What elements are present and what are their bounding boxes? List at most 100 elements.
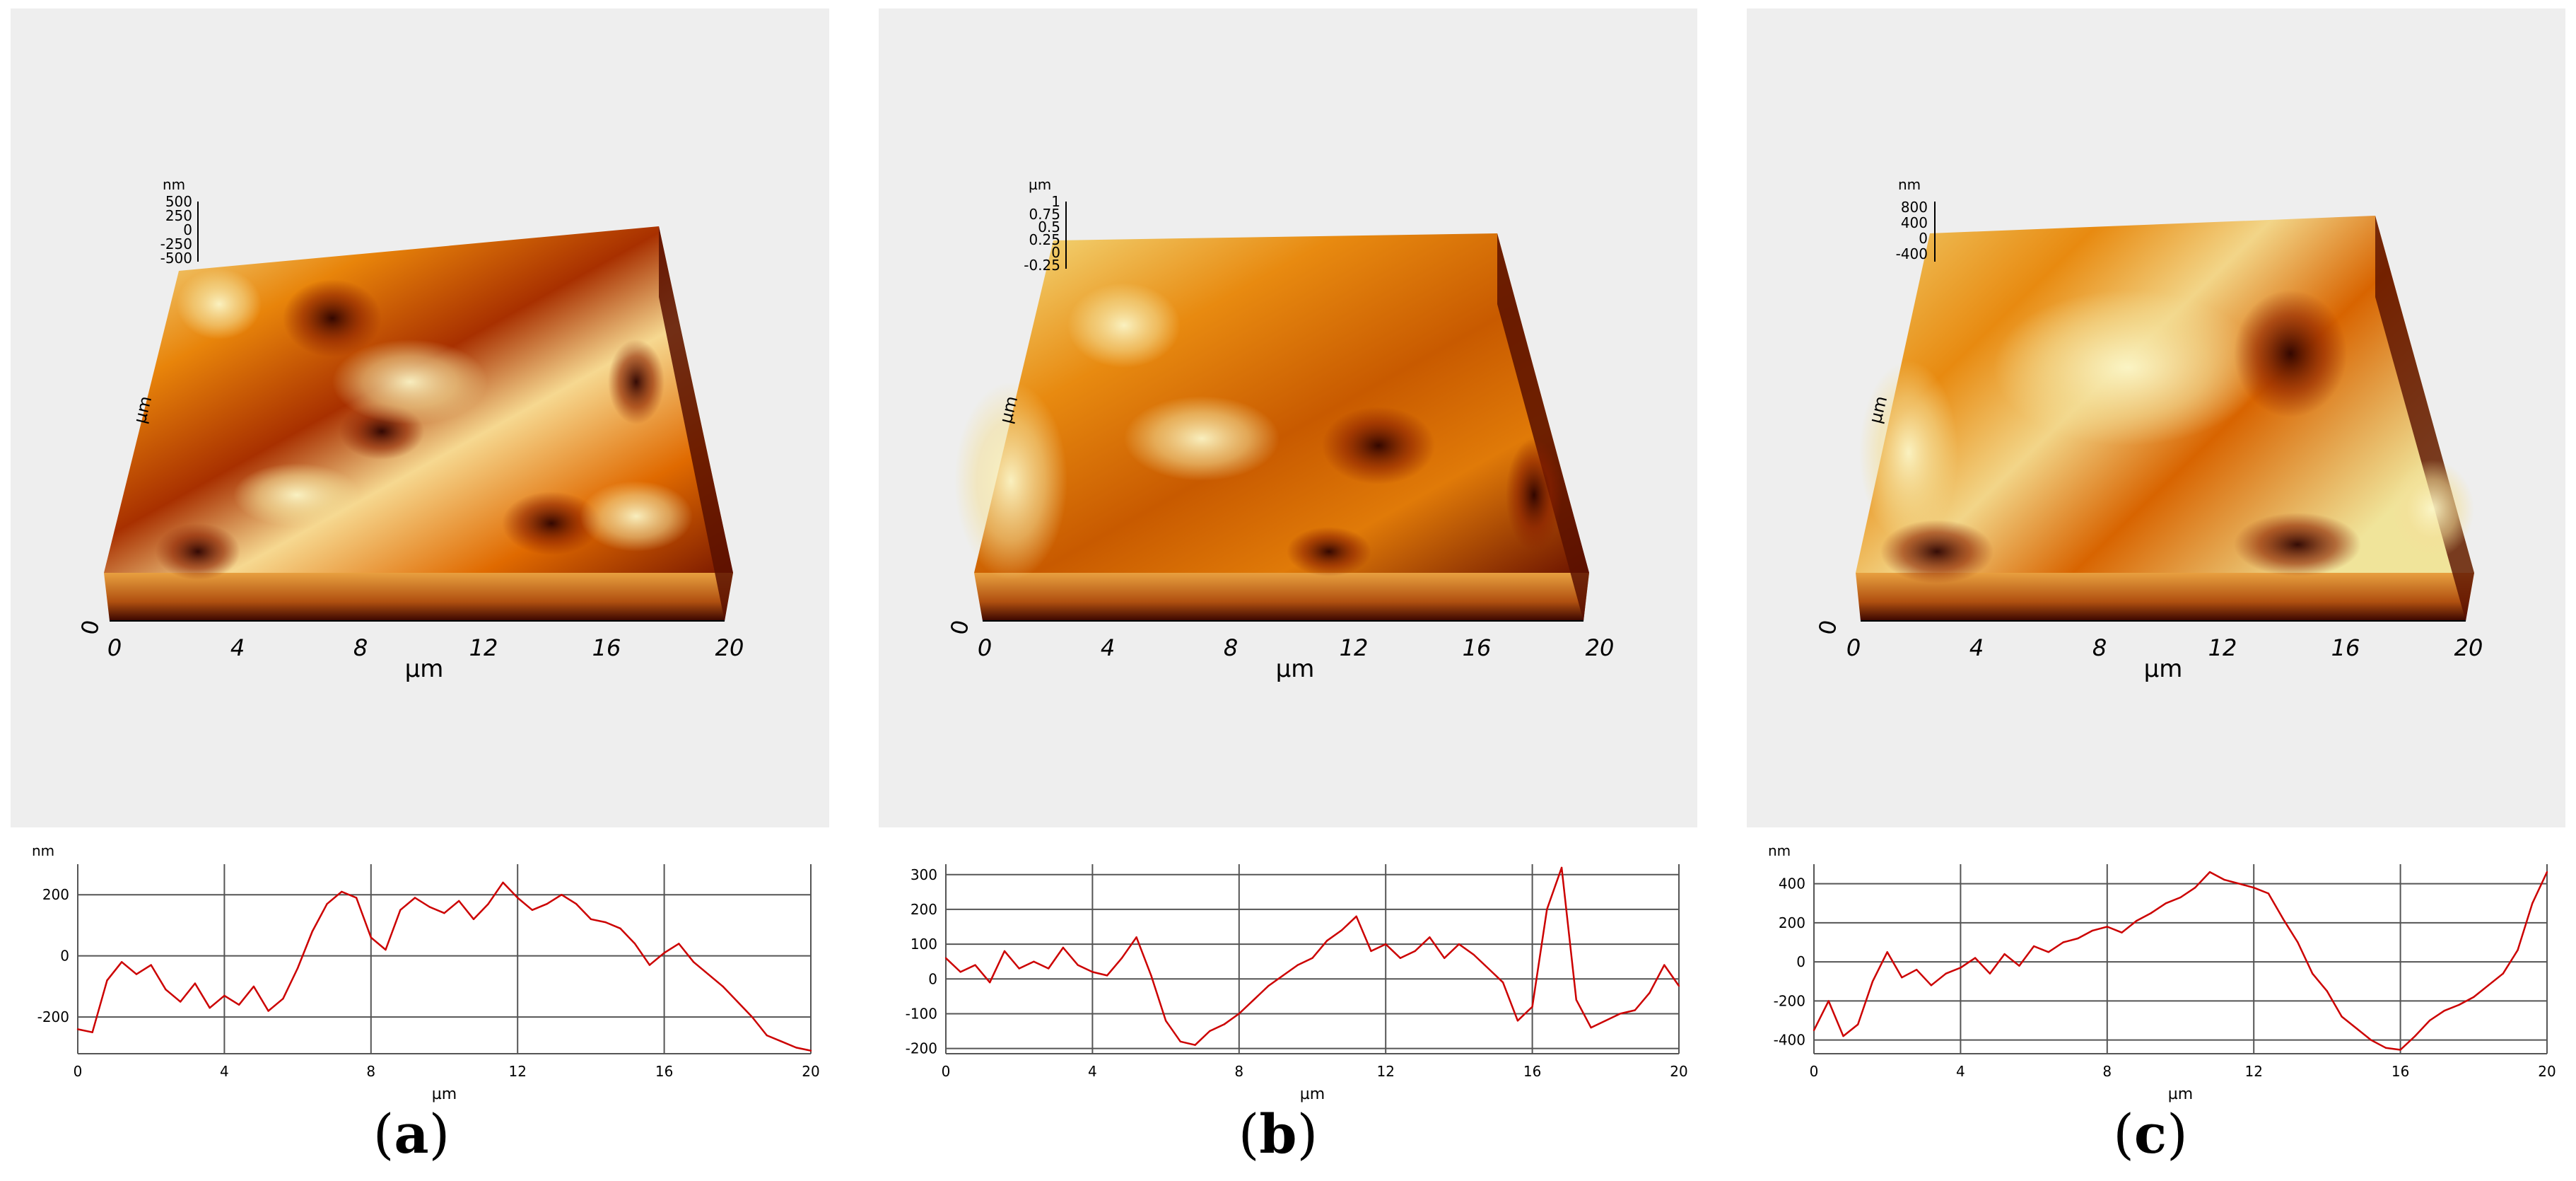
panel-c-profile-point (2136, 919, 2138, 922)
panel-c-profile-point (2047, 951, 2049, 953)
panel-b-profile-x-tick: 0 (942, 1063, 951, 1080)
panel-c-z-tick: 400 (1901, 214, 1928, 231)
panel-a-profile-x-tick: 0 (74, 1063, 83, 1080)
panel-b-profile-point (1209, 1030, 1211, 1032)
panel-b-profile-point (1678, 984, 1680, 987)
panel-b-hill (954, 382, 1067, 580)
panel-a-profile-point (633, 943, 636, 945)
panel-c-profile-point (2341, 1016, 2343, 1018)
panel-a-profile-point (194, 982, 197, 984)
panel-b-caption: (b) (1239, 1103, 1318, 1165)
panel-a-profile-point (370, 936, 372, 938)
panel-a-pit (156, 523, 240, 580)
panel-b-profile-point (1253, 999, 1255, 1001)
panel-b-profile-y-tick: 100 (911, 936, 937, 953)
panel-b-profile-chart: 0 4 8 12 16 20 -200 -100 0 100 200 300 µm (906, 864, 1688, 1103)
panel-a-profile-point (531, 909, 534, 912)
panel-c-profile-point (2179, 896, 2182, 899)
panel-b-profile-x-tick: 20 (1670, 1063, 1687, 1080)
panel-c-profile-y-unit: nm (1768, 842, 1791, 859)
panel-b-profile-point (1444, 957, 1446, 960)
panel-b-z-tick: 0.5 (1038, 219, 1060, 235)
panel-a-profile-point (517, 897, 519, 899)
panel-c-x-axis-label: µm (2144, 655, 2183, 683)
panel-c-profile-point (2165, 902, 2167, 904)
panel-a-profile-point (575, 903, 578, 905)
panel-a-hill (580, 481, 693, 552)
panel-a-z-tick: 500 (165, 193, 192, 210)
panel-b-profile-point (1634, 1009, 1636, 1011)
panel-b-profile-point (1605, 1020, 1607, 1022)
panel-c-profile-point (2487, 984, 2490, 987)
panel-a-x-tick: 16 (592, 634, 621, 661)
panel-c-profile-point (1930, 984, 1933, 987)
panel-a-x-tick: 12 (469, 634, 498, 661)
panel-c-profile-point (2062, 941, 2064, 943)
panel-a-profile-point (487, 903, 489, 905)
panel-b-profile-point (1546, 908, 1548, 911)
panel-c-profile-point (1989, 972, 1991, 975)
panel-c-hill (2389, 460, 2474, 559)
panel-a-profile-point (809, 1049, 812, 1052)
panel-a-profile-point (780, 1040, 783, 1042)
panel-a-profile-chart: 0 4 8 12 16 20 -200 0 200 nm µm (32, 842, 820, 1103)
panel-a-profile-point (722, 985, 724, 988)
panel-a-profile-x-tick: 20 (802, 1063, 819, 1080)
panel-b-profile-point (1296, 964, 1299, 966)
panel-c-caption: (c) (2113, 1103, 2188, 1165)
panel-c-profile-point (1916, 969, 1918, 971)
panel-c-profile-point (2077, 937, 2079, 940)
panel-b-profile-y-tick: -200 (906, 1040, 937, 1057)
panel-a-profile-point (472, 918, 475, 921)
panel-a-x-axis-label: µm (405, 655, 444, 683)
panel-c-profile-point (2297, 941, 2299, 943)
panel-b-x-ticks: 0 4 8 12 16 20 (978, 634, 1615, 661)
panel-b-x-tick: 4 (1101, 634, 1115, 661)
panel-a-profile-point (663, 952, 665, 954)
panel-c-x-tick: 0 (1846, 634, 1861, 661)
panel-b-z-tick: 1 (1051, 193, 1060, 210)
panel-a-profile-point (341, 890, 343, 893)
panel-b-pit (1287, 527, 1371, 576)
panel-c-profile-point (2312, 972, 2314, 975)
panel-b-profile-point (974, 964, 976, 966)
panel-b-profile-point (1238, 1013, 1241, 1015)
panel-b-profile-point (1018, 967, 1020, 970)
panel-b-profile-x-unit: µm (1300, 1086, 1325, 1103)
panel-c-pit (2234, 290, 2347, 417)
panel-b-profile-point (1003, 950, 1006, 953)
panel-b-profile-point (989, 982, 991, 984)
panel-a-profile-point (414, 897, 416, 899)
panel-a-profile-point (678, 943, 680, 945)
panel-c-profile-x-tick: 16 (2391, 1063, 2409, 1080)
panel-a-x-tick: 4 (230, 634, 245, 661)
panel-c-x-tick: 8 (2092, 634, 2107, 661)
panel-b-surface-top (974, 233, 1589, 573)
panel-c-profile-point (2223, 878, 2225, 881)
panel-a-profile-point (737, 1001, 739, 1003)
panel-a-profile-point (399, 909, 402, 912)
panel-c-profile-point (2458, 1003, 2460, 1006)
panel-a-profile-point (619, 927, 621, 930)
panel-b-profile-point (1649, 991, 1651, 994)
panel-a-surface-side (659, 226, 733, 621)
panel-c-profile-point (2384, 1047, 2387, 1049)
panel-b-profile-point (1048, 967, 1050, 970)
panel-b-z-unit: µm (1029, 176, 1051, 193)
panel-a-profile-point (326, 903, 328, 905)
panel-c-profile-point (2238, 883, 2240, 885)
panel-a-profile-x-unit: µm (432, 1086, 457, 1103)
panel-c-profile-point (2150, 912, 2153, 914)
panel-c-profile-point (1857, 1023, 1859, 1025)
panel-a-profile-x-tick: 8 (366, 1063, 375, 1080)
panel-c-profile-point (2517, 949, 2519, 951)
panel-c-profile-point (1886, 951, 1888, 953)
panel-a-x-tick: 20 (715, 634, 744, 661)
panel-a-profile-point (209, 1007, 211, 1009)
panel-a-hill (332, 339, 488, 424)
panel-c-hill (1859, 361, 1958, 545)
panel-a-profile-point (751, 1016, 754, 1018)
panel-a-surface-front (104, 573, 733, 621)
panel-c-profile-point (2106, 926, 2108, 928)
panel-c-profile-point (2443, 1010, 2445, 1012)
